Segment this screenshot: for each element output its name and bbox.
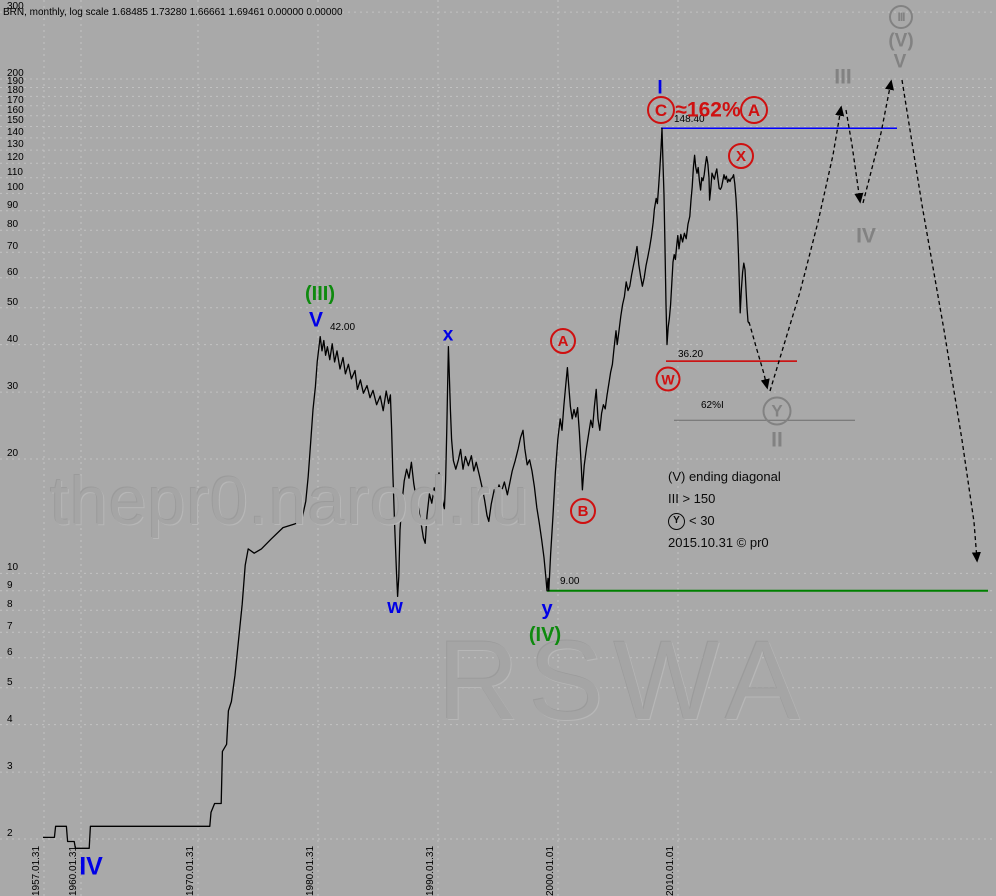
- x-axis-label-1980.01.31: 1980.01.31: [305, 845, 316, 896]
- analysis-notes: (V) ending diagonal III > 150 Y < 30 201…: [668, 466, 781, 554]
- price-line: [43, 127, 750, 849]
- y-axis-label-5: 5: [7, 677, 13, 688]
- y-axis-label-30: 30: [7, 381, 19, 392]
- projection-arrow-rally-to-III: [769, 105, 845, 392]
- chart-title: BRN, monthly, log scale 1.68485 1.73280 …: [3, 7, 343, 18]
- wave-label-A-red-circled: A: [550, 328, 576, 354]
- note-date-credit: 2015.10.31 © pr0: [668, 535, 769, 550]
- wave-label-(V)-gray: (V): [888, 30, 914, 52]
- note-waveY-target: Y < 30: [668, 510, 781, 532]
- y-axis-label-3: 3: [7, 761, 13, 772]
- price-label-42.00: 42.00: [330, 322, 356, 333]
- wave-label-V-gray: V: [893, 51, 907, 73]
- y-axis-label-10: 10: [7, 562, 19, 573]
- wave-label-Y-gray-circled: Y: [762, 396, 792, 426]
- x-axis-label-1957.01.31: 1957.01.31: [31, 845, 42, 896]
- y-axis-label-110: 110: [7, 167, 23, 178]
- y-axis-label-50: 50: [7, 297, 19, 308]
- wave-label-B-red-circled: B: [570, 498, 596, 524]
- price-label-36.20: 36.20: [678, 349, 704, 360]
- price-label-148.40: 148.40: [674, 114, 705, 125]
- projection-arrow-dip-to-IV: [845, 109, 864, 204]
- watermark-rswa: RSWA: [438, 618, 810, 743]
- watermark-site: thepr0.narod.ru: [50, 463, 530, 539]
- y-axis-label-300: 300: [7, 1, 24, 12]
- x-axis-label-2010.01.01: 2010.01.01: [665, 845, 676, 896]
- y-axis-label-6: 6: [7, 647, 13, 658]
- y-axis-label-7: 7: [7, 621, 13, 632]
- wave-label-A-red-circled: A: [740, 96, 768, 124]
- y-axis-label-100: 100: [7, 182, 24, 193]
- wave-label-III-gray-circled: III: [889, 5, 913, 29]
- projection-arrow-drop-to-II: [748, 321, 770, 390]
- wave-label-II-gray: II: [771, 428, 783, 452]
- x-axis-label-1990.01.31: 1990.01.31: [425, 845, 436, 896]
- projection-arrow-final-decline: [901, 79, 981, 563]
- y-axis-label-170: 170: [7, 95, 24, 106]
- y-axis-label-160: 160: [7, 105, 24, 116]
- projection-arrow-rally-to-V: [862, 79, 894, 204]
- y-axis-label-80: 80: [7, 219, 19, 230]
- price-series-BRN-monthly-close: [43, 127, 750, 849]
- note-ending-diagonal: (V) ending diagonal: [668, 469, 781, 484]
- y-axis-label-120: 120: [7, 152, 24, 163]
- y-axis-label-70: 70: [7, 241, 19, 252]
- x-axis-label-1960.01.31: 1960.01.31: [68, 845, 79, 896]
- note-waveY-text: < 30: [689, 513, 715, 528]
- y-axis-label-200: 200: [7, 68, 24, 79]
- level-lines: [547, 127, 988, 592]
- y-axis-label-150: 150: [7, 115, 24, 126]
- y-axis-label-9: 9: [7, 580, 13, 591]
- wave-label-I-blue: I: [657, 77, 663, 99]
- wave-label-V-blue: V: [308, 308, 324, 332]
- x-axis-label-2000.01.01: 2000.01.01: [545, 845, 556, 896]
- y-axis-label-190: 190: [7, 76, 24, 87]
- wave-label-w-blue: w: [387, 596, 403, 618]
- wave-label-III-gray: III: [834, 65, 852, 89]
- wave-label-(III)-green: (III): [305, 283, 335, 305]
- y-axis-label-90: 90: [7, 200, 19, 211]
- x-axis-label-1970.01.31: 1970.01.31: [185, 845, 196, 896]
- wave-label-(IV)-green: (IV): [528, 624, 562, 646]
- y-axis-label-130: 130: [7, 139, 24, 150]
- y-axis-label-40: 40: [7, 334, 19, 345]
- circled-y-glyph: Y: [668, 512, 685, 530]
- y-axis-label-140: 140: [7, 127, 24, 138]
- price-label-9.00: 9.00: [560, 576, 580, 587]
- wave-label-x-blue: x: [442, 324, 454, 346]
- wave-label-≈162%-red: ≈162%: [675, 98, 741, 122]
- note-wave3-target: III > 150: [668, 491, 716, 506]
- y-axis-label-2: 2: [7, 828, 13, 839]
- wave-label-y-blue: y: [541, 598, 553, 620]
- y-axis-label-180: 180: [7, 85, 24, 96]
- wave-label-IV-gray: IV: [856, 224, 876, 248]
- wave-label-W-red-circled: W: [655, 366, 681, 392]
- y-axis-label-4: 4: [7, 714, 13, 725]
- wave-label-IV-blue: IV: [79, 852, 103, 881]
- y-axis-label-60: 60: [7, 267, 19, 278]
- price-label-62%I: 62%I: [701, 400, 724, 411]
- wave-label-C-red-circled: C: [647, 96, 675, 124]
- wave-label-X-red-circled: X: [728, 143, 754, 169]
- y-axis-label-20: 20: [7, 448, 19, 459]
- projection-arrows: [748, 79, 981, 563]
- y-axis-label-8: 8: [7, 599, 13, 610]
